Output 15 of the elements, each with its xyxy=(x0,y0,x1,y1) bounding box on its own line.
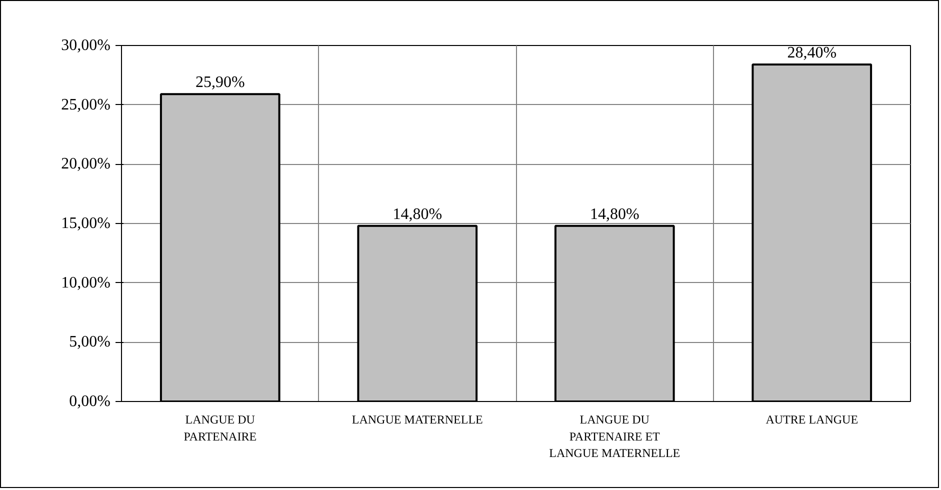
y-tick-label: 0,00% xyxy=(69,393,110,410)
data-label: 14,80% xyxy=(392,206,442,223)
y-tick-label: 10,00% xyxy=(61,274,110,292)
x-tick-label: LANGUE MATERNELLE xyxy=(352,412,483,426)
y-tick-label: 20,00% xyxy=(61,156,110,173)
x-tick-label: LANGUE DU PARTENAIRE xyxy=(184,412,257,444)
x-tick-label: AUTRE LANGUE xyxy=(766,412,858,426)
data-label: 28,40% xyxy=(787,44,837,62)
y-tick-label: 5,00% xyxy=(69,334,110,351)
y-tick-label: 15,00% xyxy=(61,215,110,232)
data-label: 25,90% xyxy=(195,74,245,92)
x-tick-label: LANGUE DU PARTENAIRE ET LANGUE MATERNELLE xyxy=(549,412,680,460)
data-label: 14,80% xyxy=(590,206,640,223)
y-tick-label: 30,00% xyxy=(61,37,110,54)
y-tick-label: 25,00% xyxy=(61,96,110,114)
